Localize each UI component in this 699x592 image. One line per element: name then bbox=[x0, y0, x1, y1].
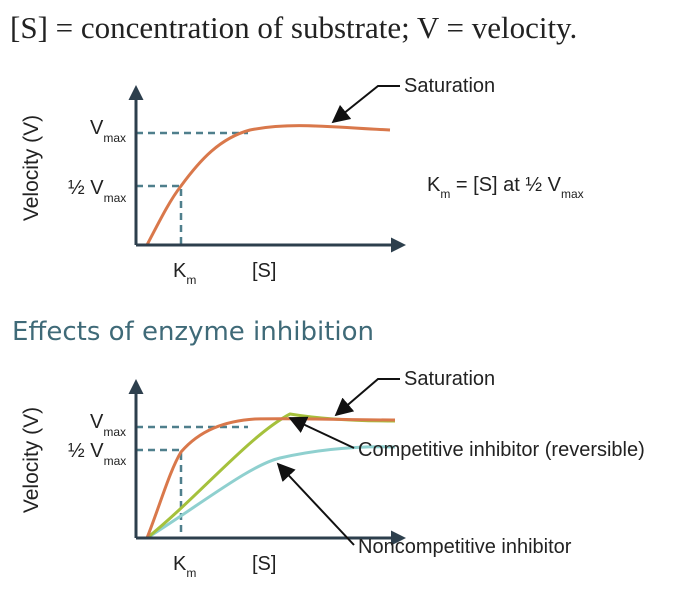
km-guide bbox=[136, 448, 183, 538]
text: ½ V bbox=[68, 177, 104, 199]
pointer bbox=[331, 85, 400, 124]
saturation-label: Saturation bbox=[404, 75, 495, 97]
text: max bbox=[103, 131, 126, 145]
km-guide bbox=[136, 184, 183, 245]
pointer bbox=[288, 416, 355, 449]
curve bbox=[145, 124, 391, 246]
text: m bbox=[186, 566, 196, 580]
top-diagram: Velocity (V) Vmax ½ Vmax Km [S] Saturati… bbox=[20, 75, 584, 287]
text: K bbox=[173, 260, 187, 282]
text: K bbox=[427, 174, 441, 196]
noncompetitive-curve bbox=[146, 445, 396, 540]
competitive-label: Competitive inhibitor (reversible) bbox=[358, 439, 645, 461]
text: max bbox=[103, 425, 126, 439]
pointer bbox=[276, 462, 355, 546]
half-vmax-label: ½ Vmax bbox=[68, 177, 126, 205]
competitive-curve bbox=[146, 412, 396, 540]
text: max bbox=[561, 187, 584, 201]
x-axis-label: [S] bbox=[252, 553, 276, 575]
saturation-label: Saturation bbox=[404, 368, 495, 390]
text: V bbox=[90, 117, 104, 139]
x-axis-label: [S] bbox=[252, 260, 276, 282]
km-label: Km bbox=[173, 260, 196, 287]
text: K bbox=[173, 553, 187, 575]
vmax-label: Vmax bbox=[90, 117, 126, 145]
bottom-diagram: Velocity (V) Vmax ½ Vmax Km [S] Saturati… bbox=[20, 368, 645, 580]
text: V bbox=[90, 411, 104, 433]
half-vmax-label: ½ Vmax bbox=[68, 440, 126, 468]
text: m bbox=[440, 187, 450, 201]
vmax-label: Vmax bbox=[90, 411, 126, 439]
text: m bbox=[186, 273, 196, 287]
heading: Effects of enzyme inhibition bbox=[12, 317, 374, 347]
km-definition: Km = [S] at ½ Vmax bbox=[427, 174, 584, 201]
text: max bbox=[104, 191, 127, 205]
y-axis-label: Velocity (V) bbox=[20, 407, 43, 513]
y-axis-label: Velocity (V) bbox=[20, 115, 43, 221]
noncompetitive-label: Noncompetitive inhibitor bbox=[358, 536, 572, 558]
curve bbox=[145, 417, 396, 539]
text: ½ V bbox=[68, 440, 104, 462]
pointer bbox=[334, 378, 400, 417]
caption: [S] = concentration of substrate; V = ve… bbox=[10, 10, 577, 45]
km-label: Km bbox=[173, 553, 196, 580]
text: max bbox=[104, 454, 127, 468]
text: = [S] at ½ V bbox=[450, 174, 561, 196]
